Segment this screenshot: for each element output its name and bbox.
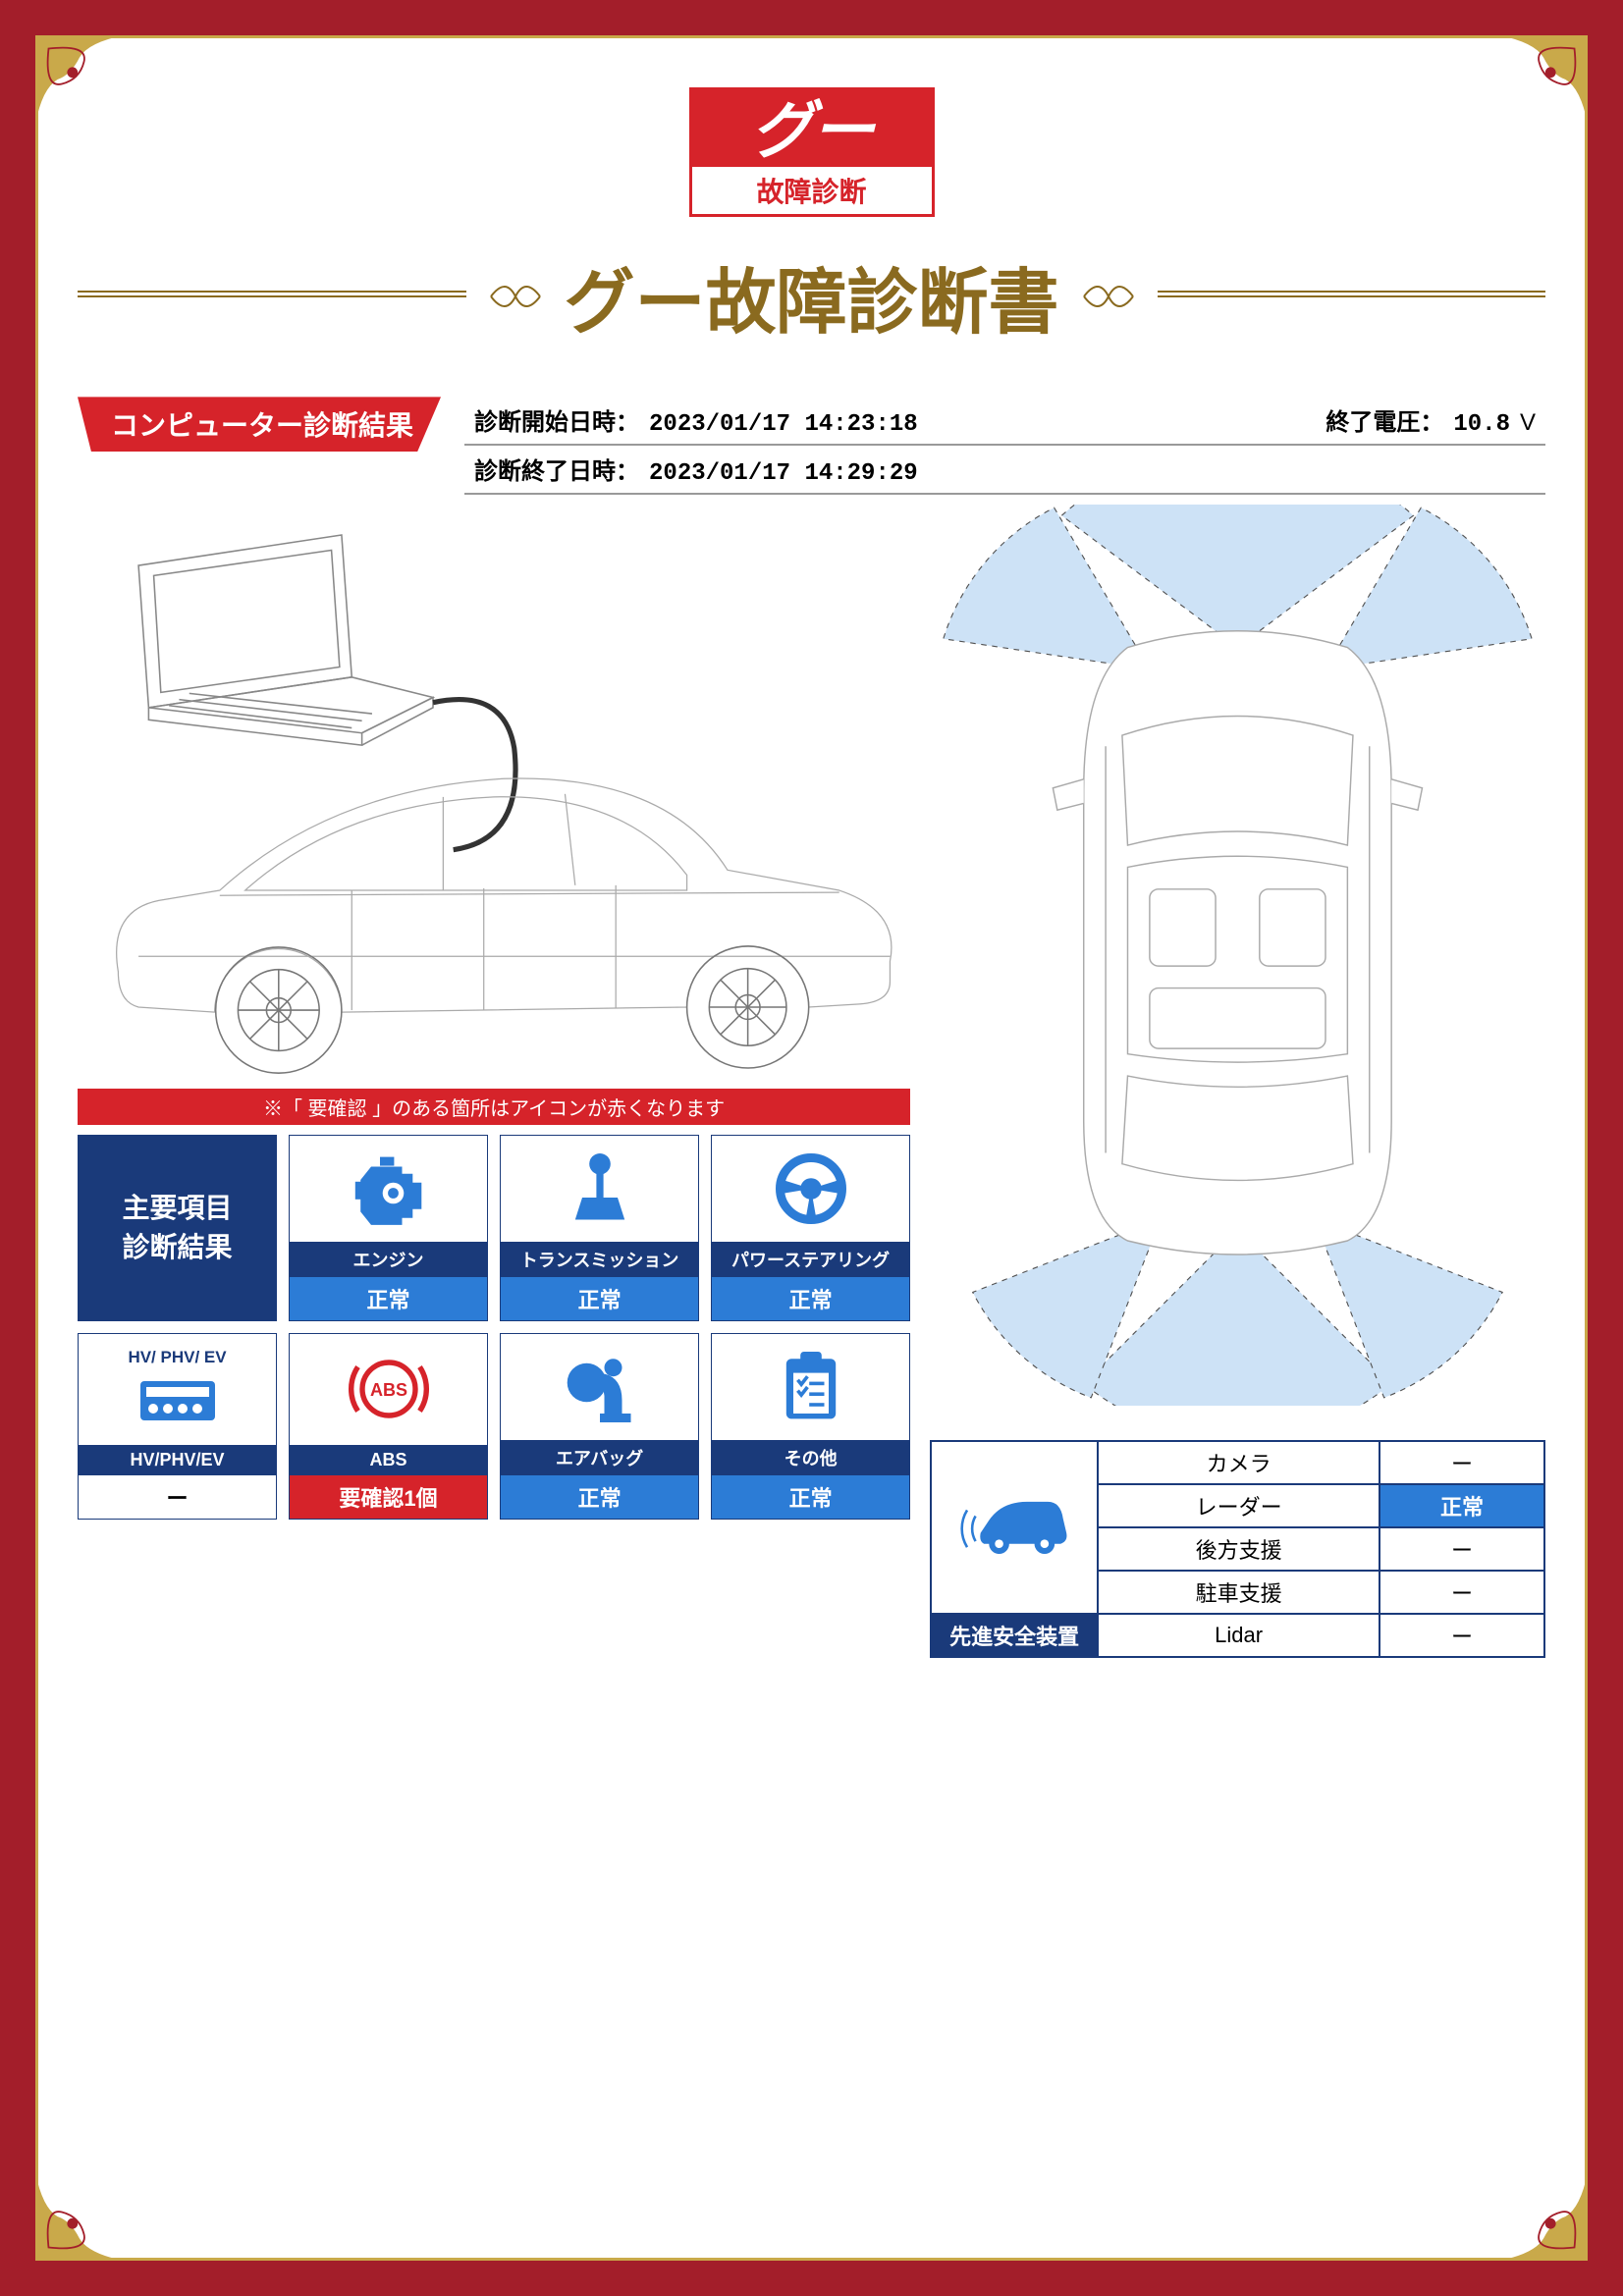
meta-row-1: 診断開始日時： 2023/01/17 14:23:18 終了電圧： 10.8 V [464, 397, 1545, 446]
safety-row-value: ー [1380, 1527, 1544, 1571]
diag-other: その他 正常 [711, 1333, 910, 1520]
diag-status: 正常 [712, 1475, 909, 1519]
brand-subtext: 故障診断 [692, 167, 932, 214]
diag-name: その他 [712, 1440, 909, 1475]
svg-text:ABS: ABS [370, 1380, 407, 1400]
flourish-icon [1079, 282, 1138, 311]
diag-airbag: エアバッグ 正常 [500, 1333, 699, 1520]
safety-table: カメラ ー レーダー 正常 後方支援 ー 駐車支援 ー 先進安全装置 Lid [930, 1440, 1545, 1658]
safety-row-label: カメラ [1098, 1441, 1380, 1484]
voltage-unit: V [1520, 409, 1536, 437]
diag-abs: ABS ABS 要確認1個 [289, 1333, 488, 1520]
meta-row-2: 診断終了日時： 2023/01/17 14:29:29 [464, 446, 1545, 495]
abs-icon: ABS [290, 1334, 487, 1445]
safety-row-label: 後方支援 [1098, 1527, 1380, 1571]
voltage-label: 終了電圧： [1325, 402, 1443, 437]
safety-car-icon [931, 1441, 1098, 1614]
corner-ornament [1499, 2172, 1588, 2261]
diag-status: 正常 [290, 1277, 487, 1320]
engine-icon [290, 1136, 487, 1242]
safety-row-value: 正常 [1380, 1484, 1544, 1527]
brand-name: グー [692, 90, 932, 167]
safety-row-value: ー [1380, 1441, 1544, 1484]
safety-row-label: Lidar [1098, 1614, 1380, 1657]
title-rule-left [78, 295, 466, 297]
diag-name: HV/PHV/EV [79, 1445, 276, 1475]
diagram-left: ※「 要確認 」のある箇所はアイコンが赤くなります 主要項目 診断結果 エンジン… [78, 505, 910, 1658]
diag-header-text: 主要項目 診断結果 [123, 1189, 233, 1265]
diag-name: ABS [290, 1445, 487, 1475]
safety-row-value: ー [1380, 1571, 1544, 1614]
diag-status: 正常 [712, 1277, 909, 1320]
diag-name: トランスミッション [501, 1242, 698, 1277]
car-top-diagram [930, 505, 1545, 1406]
airbag-icon [501, 1334, 698, 1440]
brand-logo: グー 故障診断 [689, 87, 935, 217]
car-side-diagram [78, 505, 910, 1073]
clipboard-icon [712, 1334, 909, 1440]
diag-name: パワーステアリング [712, 1242, 909, 1277]
section-label: コンピューター診断結果 [78, 397, 441, 452]
diag-transmission: トランスミッション 正常 [500, 1135, 699, 1321]
diag-header-cell: 主要項目 診断結果 [78, 1135, 277, 1321]
diagram-area: ※「 要確認 」のある箇所はアイコンが赤くなります 主要項目 診断結果 エンジン… [78, 505, 1545, 1658]
hv-icon: HV/ PHV/ EV [79, 1334, 276, 1445]
voltage-value: 10.8 [1453, 411, 1510, 438]
steering-icon [712, 1136, 909, 1242]
diagnosis-grid: 主要項目 診断結果 エンジン 正常 トランスミッション 正常 [78, 1135, 910, 1520]
title-rule-right [1158, 295, 1546, 297]
diag-hv: HV/ PHV/ EV HV/PHV/EV ー [78, 1333, 277, 1520]
diag-status: 正常 [501, 1475, 698, 1519]
corner-ornament [35, 35, 124, 124]
safety-row-label: 駐車支援 [1098, 1571, 1380, 1614]
diag-engine: エンジン 正常 [289, 1135, 488, 1321]
diag-name: エンジン [290, 1242, 487, 1277]
meta-block: 診断開始日時： 2023/01/17 14:23:18 終了電圧： 10.8 V… [464, 397, 1545, 495]
flourish-icon [486, 282, 545, 311]
diag-name: エアバッグ [501, 1440, 698, 1475]
diag-steering: パワーステアリング 正常 [711, 1135, 910, 1321]
page-title: グー故障診断書 [565, 244, 1059, 347]
start-value: 2023/01/17 14:23:18 [649, 411, 918, 438]
end-value: 2023/01/17 14:29:29 [649, 460, 918, 487]
section-header: コンピューター診断結果 診断開始日時： 2023/01/17 14:23:18 … [78, 397, 1545, 495]
corner-ornament [1499, 35, 1588, 124]
diag-status: 要確認1個 [290, 1475, 487, 1519]
transmission-icon [501, 1136, 698, 1242]
safety-header: 先進安全装置 [931, 1614, 1098, 1657]
diag-status: ー [79, 1475, 276, 1519]
diagram-right: カメラ ー レーダー 正常 後方支援 ー 駐車支援 ー 先進安全装置 Lid [930, 505, 1545, 1658]
corner-ornament [35, 2172, 124, 2261]
safety-row-value: ー [1380, 1614, 1544, 1657]
notice-bar: ※「 要確認 」のある箇所はアイコンが赤くなります [78, 1089, 910, 1125]
end-label: 診断終了日時： [474, 452, 639, 486]
start-label: 診断開始日時： [474, 402, 639, 437]
title-row: グー故障診断書 [78, 244, 1545, 347]
safety-row-label: レーダー [1098, 1484, 1380, 1527]
diag-status: 正常 [501, 1277, 698, 1320]
document-frame: グー 故障診断 グー故障診断書 コンピューター診断結果 診断開始日時： 2023… [35, 35, 1588, 2261]
